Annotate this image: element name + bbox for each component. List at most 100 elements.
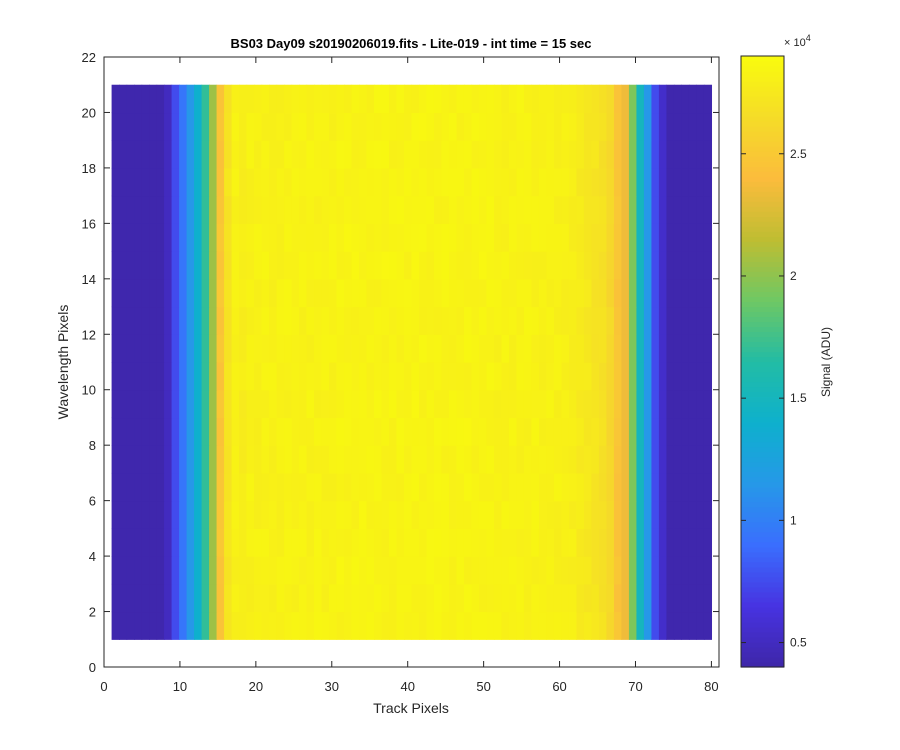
- heatmap-cell: [224, 195, 233, 224]
- heatmap-cell: [171, 306, 180, 335]
- heatmap-cell: [299, 472, 308, 502]
- heatmap-cell: [126, 445, 135, 474]
- heatmap-cell: [508, 528, 518, 557]
- heatmap-cell: [501, 528, 510, 557]
- heatmap-cell: [651, 306, 660, 335]
- heatmap-cell: [179, 195, 188, 224]
- y-tick-label: 12: [82, 327, 96, 342]
- heatmap-cell: [478, 167, 488, 197]
- heatmap-cell: [471, 140, 480, 169]
- heatmap-cell: [284, 84, 293, 114]
- heatmap-cell: [336, 445, 345, 474]
- heatmap-cell: [141, 140, 150, 169]
- heatmap-cell: [381, 611, 390, 640]
- heatmap-cell: [501, 278, 510, 308]
- heatmap-cell: [508, 500, 518, 529]
- heatmap-cell: [688, 500, 698, 529]
- y-tick-label: 8: [89, 438, 96, 453]
- heatmap-cell: [613, 334, 623, 363]
- heatmap-cell: [523, 445, 533, 474]
- heatmap-cell: [344, 84, 353, 114]
- heatmap-cell: [396, 140, 405, 169]
- heatmap-cell: [194, 583, 203, 613]
- heatmap-cell: [321, 362, 330, 391]
- heatmap-cell: [441, 112, 450, 141]
- heatmap-cell: [209, 167, 218, 197]
- heatmap-cell: [194, 223, 203, 252]
- heatmap-cell: [426, 306, 435, 335]
- heatmap-cell: [194, 278, 203, 308]
- heatmap-cell: [441, 528, 450, 557]
- y-tick-label: 14: [82, 272, 96, 287]
- heatmap-cell: [696, 445, 705, 474]
- heatmap-cell: [359, 84, 368, 114]
- heatmap-cell: [493, 500, 503, 529]
- heatmap-cell: [576, 251, 585, 280]
- heatmap-cell: [538, 84, 548, 114]
- heatmap-cell: [389, 528, 398, 557]
- heatmap-cell: [531, 112, 540, 141]
- heatmap-cell: [224, 334, 233, 363]
- heatmap-cell: [374, 140, 383, 169]
- heatmap-cell: [186, 334, 195, 363]
- heatmap-cell: [149, 583, 158, 613]
- heatmap-cell: [351, 417, 360, 446]
- heatmap-cell: [276, 167, 285, 197]
- heatmap-cell: [463, 528, 473, 557]
- heatmap-cell: [269, 362, 278, 391]
- colorbar-segment: [741, 526, 784, 533]
- heatmap-cell: [433, 472, 443, 502]
- y-tick-label: 0: [89, 660, 96, 675]
- heatmap-cell: [306, 167, 315, 197]
- heatmap-cell: [336, 583, 345, 613]
- heatmap-cell: [321, 500, 330, 529]
- colorbar-segment: [741, 196, 784, 202]
- colorbar-segment: [741, 191, 784, 197]
- colorbar-segment: [741, 81, 784, 87]
- heatmap-cell: [598, 528, 608, 557]
- heatmap-cell: [396, 306, 405, 335]
- colorbar-segment: [741, 491, 784, 498]
- heatmap-cell: [471, 556, 480, 585]
- heatmap-cell: [224, 583, 233, 613]
- heatmap-cell: [523, 306, 533, 335]
- heatmap-cell: [598, 334, 608, 363]
- heatmap-cell: [254, 362, 263, 391]
- heatmap-cell: [216, 167, 225, 197]
- heatmap-cell: [254, 306, 263, 335]
- heatmap-cell: [478, 556, 488, 585]
- colorbar-segment: [741, 436, 784, 443]
- heatmap-cell: [628, 112, 638, 141]
- heatmap-cell: [538, 583, 548, 613]
- colorbar-segment: [741, 631, 784, 638]
- heatmap-cell: [561, 362, 570, 391]
- heatmap-cell: [119, 445, 128, 474]
- heatmap-cell: [501, 223, 510, 252]
- heatmap-cell: [553, 334, 563, 363]
- heatmap-cell: [478, 417, 488, 446]
- heatmap-cell: [224, 417, 233, 446]
- heatmap-cell: [306, 556, 315, 585]
- heatmap-cell: [463, 334, 473, 363]
- heatmap-cell: [426, 112, 435, 141]
- heatmap-cell: [344, 251, 353, 280]
- heatmap-cell: [419, 389, 428, 419]
- heatmap-cell: [501, 417, 510, 446]
- heatmap-cell: [149, 362, 158, 391]
- heatmap-cell: [538, 140, 548, 169]
- heatmap-cell: [636, 417, 645, 446]
- heatmap-cell: [426, 472, 435, 502]
- heatmap-cell: [538, 528, 548, 557]
- heatmap-cell: [404, 500, 413, 529]
- heatmap-cell: [643, 389, 653, 419]
- heatmap-cell: [254, 251, 263, 280]
- colorbar-segment: [741, 116, 784, 122]
- heatmap-cell: [149, 417, 158, 446]
- heatmap-cell: [613, 140, 623, 169]
- heatmap-cell: [419, 306, 428, 335]
- heatmap-cell: [419, 278, 428, 308]
- heatmap-cell: [538, 251, 548, 280]
- heatmap-cell: [201, 472, 210, 502]
- heatmap-cell: [568, 500, 578, 529]
- heatmap-cell: [299, 362, 308, 391]
